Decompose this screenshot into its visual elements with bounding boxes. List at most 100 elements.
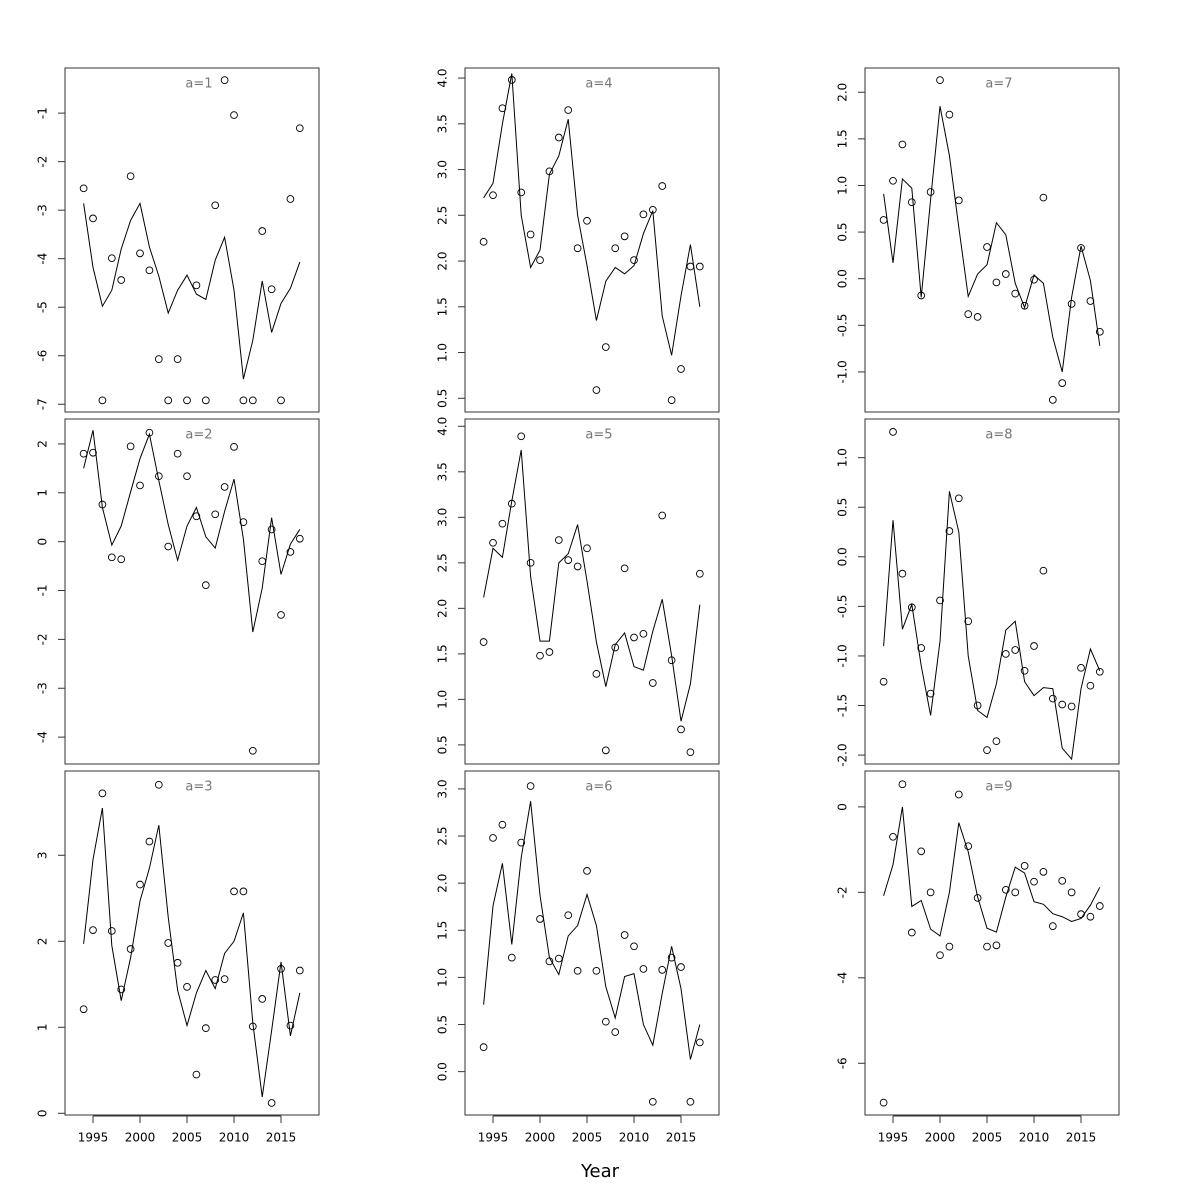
x-tick-label: 2000 [925,1131,956,1145]
data-point [239,518,248,526]
y-tick-label: -7 [36,398,50,410]
data-point [517,432,526,441]
x-axis-label: Year [580,1161,620,1182]
data-point [936,951,944,960]
fitted-line [483,449,701,722]
y-tick-label: 1.0 [436,968,450,987]
data-point [536,915,544,923]
data-point [154,780,163,789]
y-tick-label: 0.0 [436,1062,450,1081]
x-tick-label: 1995 [478,1131,509,1145]
data-point [1086,912,1095,921]
panel-title: a=8 [985,428,1012,443]
y-tick-label: 2.0 [436,251,450,270]
data-point [277,396,285,405]
data-point [201,396,210,405]
data-point [973,894,982,902]
data-point [945,942,954,951]
data-point [479,1043,488,1051]
data-point [1086,681,1095,690]
y-tick-label: 1 [36,1023,50,1031]
y-tick-label: 0 [36,1109,50,1117]
data-point [164,542,173,551]
data-point [277,611,285,619]
data-point [879,1098,888,1107]
y-tick-label: -1.5 [836,694,850,717]
data-point [889,428,897,436]
data-point [286,195,295,203]
data-point [248,396,257,405]
data-point [1067,888,1076,897]
data-point [639,629,648,638]
panel-title: a=3 [185,780,212,795]
data-point [926,689,935,698]
data-point [1058,379,1067,387]
y-tick-label: 1 [36,489,50,497]
data-point [173,958,182,967]
x-tick-label: 2015 [666,1131,697,1145]
data-point [630,633,638,642]
y-tick-label: 3 [36,851,50,859]
data-point [1001,650,1010,658]
data-point [917,847,926,856]
panel-frame [864,418,1120,765]
data-point [136,880,144,889]
data-point [192,512,201,521]
y-tick-label: 2.0 [436,874,450,893]
y-tick-label: -6 [836,1057,850,1069]
data-point [1039,867,1048,876]
data-point [1077,244,1085,252]
data-point [136,481,144,490]
data-point [917,644,926,652]
data-point [1095,667,1104,676]
y-tick-label: 2.0 [436,599,450,618]
data-point [258,227,267,235]
data-point [907,198,916,207]
y-tick-label: 1.0 [436,343,450,362]
data-point [1048,396,1057,404]
y-tick-label: -5 [36,301,50,313]
data-point [620,564,629,573]
data-point [79,184,88,193]
x-tick-label: 2005 [172,1131,203,1145]
y-tick-label: 0.0 [836,547,850,566]
data-point [230,443,238,451]
fitted-line [883,106,1101,373]
data-point [498,820,507,829]
data-point [611,1028,620,1036]
data-point [79,449,88,458]
data-point [211,510,220,519]
y-tick-label: -2.0 [836,743,850,766]
y-tick-label: -3 [36,204,50,216]
data-point [136,249,144,258]
data-point [1039,566,1048,575]
data-point [545,648,554,656]
data-point [220,975,229,983]
data-point [117,276,126,284]
data-point [983,243,991,251]
y-tick-label: 0.5 [836,223,850,242]
data-point [954,196,963,205]
y-tick-label: 2.5 [436,553,450,572]
data-point [898,569,907,578]
data-point [583,544,591,553]
x-tick-label: 1995 [878,1131,909,1145]
data-point [926,888,935,897]
y-tick-label: 2 [36,937,50,945]
data-point [173,355,182,363]
fitted-line [83,430,301,633]
data-point [507,953,516,962]
y-tick-label: 0 [36,538,50,546]
x-tick-label: 2010 [219,1131,250,1145]
x-tick-label: 2015 [1066,1131,1097,1145]
data-point [267,1099,276,1107]
panel-frame [464,67,720,413]
y-tick-label: 2 [36,440,50,448]
data-point [117,985,126,994]
data-point [564,911,573,920]
data-point [1039,193,1048,202]
y-tick-label: 1.5 [436,644,450,663]
data-point [554,133,563,142]
data-point [98,789,107,798]
